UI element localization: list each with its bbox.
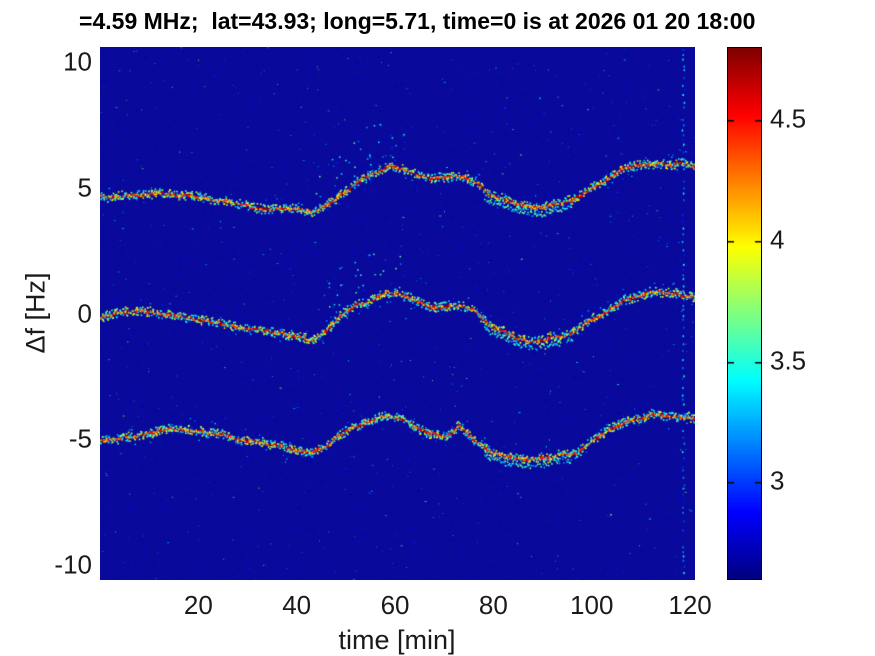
cbtick-label: 3: [770, 465, 785, 496]
ytick-label: -10: [54, 549, 92, 580]
cbtick-label: 3.5: [770, 345, 807, 376]
ytick-label: 0: [77, 298, 92, 328]
colorbar: [727, 47, 762, 580]
xtick-label: 20: [183, 590, 213, 620]
y-axis-label: Δf [Hz]: [20, 272, 51, 354]
xtick-label: 40: [282, 590, 312, 620]
spectrogram-plot: [100, 47, 695, 580]
chart-title: =4.59 MHz; lat=43.93; long=5.71, time=0 …: [79, 8, 756, 34]
cbtick-label: 4.5: [770, 103, 807, 134]
ytick-label: 5: [77, 172, 92, 203]
xtick-label: 60: [380, 590, 410, 620]
xtick-label: 100: [570, 590, 614, 620]
xtick-label: 80: [478, 590, 508, 620]
ytick-label: -5: [68, 423, 92, 454]
cbtick-label: 4: [770, 224, 785, 255]
ytick-label: 10: [63, 46, 92, 77]
xtick-label: 120: [668, 590, 712, 620]
x-axis-label: time [min]: [338, 625, 456, 655]
